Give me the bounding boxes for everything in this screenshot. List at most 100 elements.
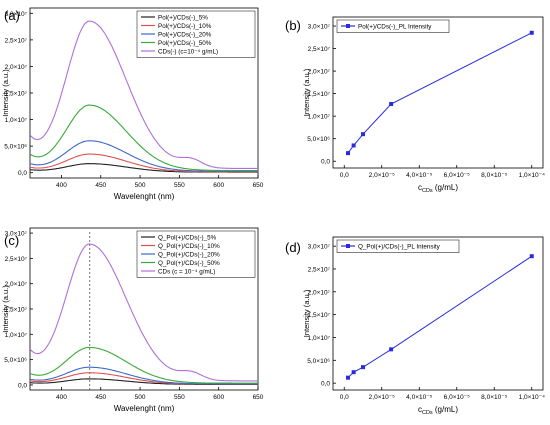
chart-panel-4: (d) 0,0 5,0×10⁶ 1,0×10⁷ 1,5×10⁷ 2,0×10⁷ 2,5×10… <box>285 236 545 416</box>
data-point <box>529 254 534 259</box>
data-point <box>389 347 394 352</box>
data-point <box>346 151 350 156</box>
legend-marker <box>346 24 350 28</box>
series-line-4 <box>30 104 258 172</box>
x-axis-label: Wavelenght (nm) <box>114 192 175 201</box>
x-tick-label: 450 <box>95 182 106 189</box>
y-tick-label: 1,5×10⁷ <box>308 312 331 319</box>
series-line <box>347 32 533 154</box>
y-tick-label: 5,0×10⁶ <box>4 144 27 151</box>
x-tick-label: 650 <box>253 182 264 189</box>
plot-frame <box>332 236 544 391</box>
x-tick-label: 2,0×10⁻⁵ <box>369 172 395 179</box>
chart-panel-3: (c) 0,0 5,0×10⁶ 1,0×10⁷ 1,5×10⁷ 2,0×10⁷ 2,5×10… <box>1 227 264 413</box>
x-tick-label: 500 <box>135 394 146 401</box>
legend: Pol(+)/CDs(-)_5% Pol(+)/CDs(-)_10%Pol(+)/… <box>136 10 256 58</box>
series-line-3 <box>30 140 258 172</box>
x-tick-label: 2,0×10⁻⁵ <box>369 394 395 401</box>
data-point <box>529 30 534 35</box>
data-point <box>361 365 365 370</box>
y-axis-label: Intensity (a.u.) <box>302 289 311 337</box>
data-point <box>346 375 350 380</box>
data-point <box>351 370 356 375</box>
legend-entry: Pol(+)/CDs(-)_10% <box>158 23 212 30</box>
panel-label: (a) <box>4 8 20 23</box>
y-tick-label: 3,0×10⁷ <box>308 244 331 251</box>
data-point <box>351 143 356 148</box>
legend-entry: Pol(+)/CDs(-)_5% <box>158 14 208 21</box>
legend-entry: Q_Pol(+)/CDs(-)_5% <box>158 234 217 241</box>
x-tick-label: 6,0×10⁻⁵ <box>444 394 470 401</box>
legend: Q_Pol(+)/CDs(-)_5% Q_Pol(+)/CDs(-)_10%Q_P… <box>136 230 256 278</box>
legend-entry: Pol(+)/CDs(-)_PL Intensity <box>358 23 432 30</box>
y-axis-label: Intensity (a.u.) <box>1 69 10 117</box>
series-line-4 <box>30 346 258 384</box>
x-tick-label: 450 <box>95 394 106 401</box>
y-tick-label: 1,0×10⁷ <box>308 335 331 342</box>
y-tick-label: 0,0 <box>18 382 27 389</box>
y-tick-label: 1,5×10⁷ <box>5 91 28 98</box>
x-axis-label: Wavelenght (nm) <box>114 404 175 413</box>
x-tick-label: 0,0 <box>340 172 349 179</box>
x-axis-label-unit: (g/mL) <box>433 405 459 414</box>
data-point <box>361 132 365 137</box>
x-tick-label: 600 <box>213 182 224 189</box>
x-tick-label: 8,0×10⁻⁵ <box>481 394 507 401</box>
data-area <box>346 30 534 156</box>
series-line-5 <box>30 243 258 382</box>
legend-entry: CDs(-) (c=10⁻⁴ g/mL) <box>158 48 218 55</box>
x-tick-label: 8,0×10⁻⁵ <box>481 172 507 179</box>
y-tick-label: 0,0 <box>321 381 330 388</box>
y-tick-label: 1,0×10⁷ <box>308 114 331 121</box>
legend-entry: Pol(+)/CDs(-)_20% <box>158 31 212 38</box>
x-tick-label: 6,0×10⁻⁵ <box>444 172 470 179</box>
x-tick-label: 550 <box>174 394 185 401</box>
x-tick-label: 500 <box>135 182 146 189</box>
y-tick-label: 2,0×10⁷ <box>308 69 331 76</box>
y-tick-label: 1,5×10⁷ <box>308 91 331 98</box>
y-tick-label: 1,0×10⁷ <box>5 117 28 124</box>
data-area <box>346 254 534 380</box>
legend: Pol(+)/CDs(-)_PL Intensity <box>336 19 450 33</box>
legend-entry: Q_Pol(+)/CDs(-)_20% <box>158 251 220 258</box>
y-tick-label: 5,0×10⁶ <box>307 136 330 143</box>
x-axis-label-main: c <box>418 183 422 192</box>
series-line-5 <box>30 20 258 169</box>
x-tick-label: 4,0×10⁻⁵ <box>406 394 432 401</box>
y-tick-label: 2,5×10⁷ <box>308 266 331 273</box>
y-tick-label: 2,5×10⁷ <box>5 37 28 44</box>
x-tick-label: 550 <box>174 182 185 189</box>
panel-label: (b) <box>285 18 301 33</box>
y-axis-label: Intensity (a.u.) <box>1 285 10 333</box>
x-tick-label: 400 <box>56 182 67 189</box>
y-tick-label: 2,0×10⁷ <box>5 64 28 71</box>
legend-box <box>336 239 460 253</box>
x-tick-label: 1,0×10⁻⁴ <box>519 172 545 179</box>
x-tick-label: 0,0 <box>340 394 349 401</box>
y-tick-label: 5,0×10⁶ <box>4 357 27 364</box>
data-area <box>30 232 258 390</box>
y-tick-label: 5,0×10⁶ <box>307 358 330 365</box>
x-axis-label-sub: CDs <box>422 410 433 416</box>
series-line-2 <box>30 153 258 173</box>
legend-box <box>336 19 450 33</box>
legend: Q_Pol(+)/CDs(-)_PL Intensity <box>336 239 460 253</box>
chart-panel-2: (b) 0,0 5,0×10⁶ 1,0×10⁷ 1,5×10⁷ 2,0×10⁷ 2,5×10… <box>285 16 545 194</box>
legend-entry: Q_Pol(+)/CDs(-)_PL Intensity <box>358 243 441 250</box>
x-tick-label: 1,0×10⁻⁴ <box>519 394 545 401</box>
panel-label: (c) <box>4 233 19 248</box>
x-axis-label-main: c <box>418 405 422 414</box>
plot-frame <box>332 16 544 169</box>
x-tick-label: 4,0×10⁻⁵ <box>406 172 432 179</box>
legend-box <box>136 10 256 58</box>
chart-panel-1: (a) 0,0 5,0×10⁶ 1,0×10⁷ 1,5×10⁷ 2,0×10⁷ 2,5×10… <box>1 7 264 201</box>
y-tick-label: 2,0×10⁷ <box>5 281 28 288</box>
series-line-3 <box>30 366 258 385</box>
y-tick-label: 2,5×10⁷ <box>308 46 331 53</box>
x-tick-label: 650 <box>253 394 264 401</box>
legend-entry: CDs (c = 10⁻⁴ g/mL) <box>158 268 215 275</box>
legend-entry: Q_Pol(+)/CDs(-)_10% <box>158 243 220 250</box>
y-tick-label: 3,0×10⁷ <box>308 24 331 31</box>
y-tick-label: 3,0×10⁷ <box>5 231 28 238</box>
